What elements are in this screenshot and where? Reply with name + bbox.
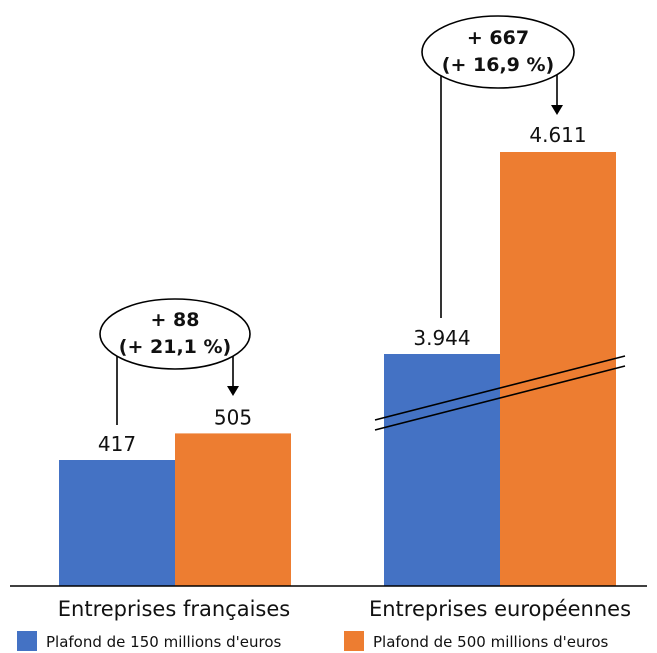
category-label-french: Entreprises françaises xyxy=(58,597,290,621)
annotation-percent-european: (+ 16,9 %) xyxy=(442,54,554,76)
annotation-french: + 88 (+ 21,1 %) xyxy=(99,298,251,425)
value-label-european-500m: 4.611 xyxy=(529,123,586,147)
annotation-bubble-european xyxy=(421,15,575,89)
annotation-european: + 667 (+ 16,9 %) xyxy=(421,15,575,318)
annotation-percent-french: (+ 21,1 %) xyxy=(119,336,231,358)
group-french: 417 505 + 88 (+ 21,1 %) xyxy=(59,298,291,586)
group-european: 3.944 4.611 + 667 (+ 16,9 %) xyxy=(374,15,626,586)
bar-european-150m xyxy=(384,354,500,586)
category-label-european: Entreprises européennes xyxy=(369,597,631,621)
legend-swatch-150m xyxy=(17,631,37,651)
annotation-bubble-french xyxy=(99,298,251,370)
legend-swatch-500m xyxy=(344,631,364,651)
bar-french-500m xyxy=(175,433,291,586)
legend: Plafond de 150 millions d'euros Plafond … xyxy=(17,631,609,651)
value-label-european-150m: 3.944 xyxy=(413,326,470,350)
value-label-french-500m: 505 xyxy=(214,405,252,429)
annotation-difference-french: + 88 xyxy=(151,309,200,331)
arrow-head-icon xyxy=(551,105,563,115)
arrow-head-icon xyxy=(227,386,239,396)
legend-label-500m: Plafond de 500 millions d'euros xyxy=(373,633,609,651)
legend-label-150m: Plafond de 150 millions d'euros xyxy=(46,633,282,651)
axis-break-line xyxy=(374,365,626,431)
annotation-difference-european: + 667 xyxy=(467,27,529,49)
bar-european-500m xyxy=(500,152,616,586)
axis-break-line xyxy=(374,355,626,421)
bar-french-150m xyxy=(59,460,175,586)
value-label-french-150m: 417 xyxy=(98,432,136,456)
